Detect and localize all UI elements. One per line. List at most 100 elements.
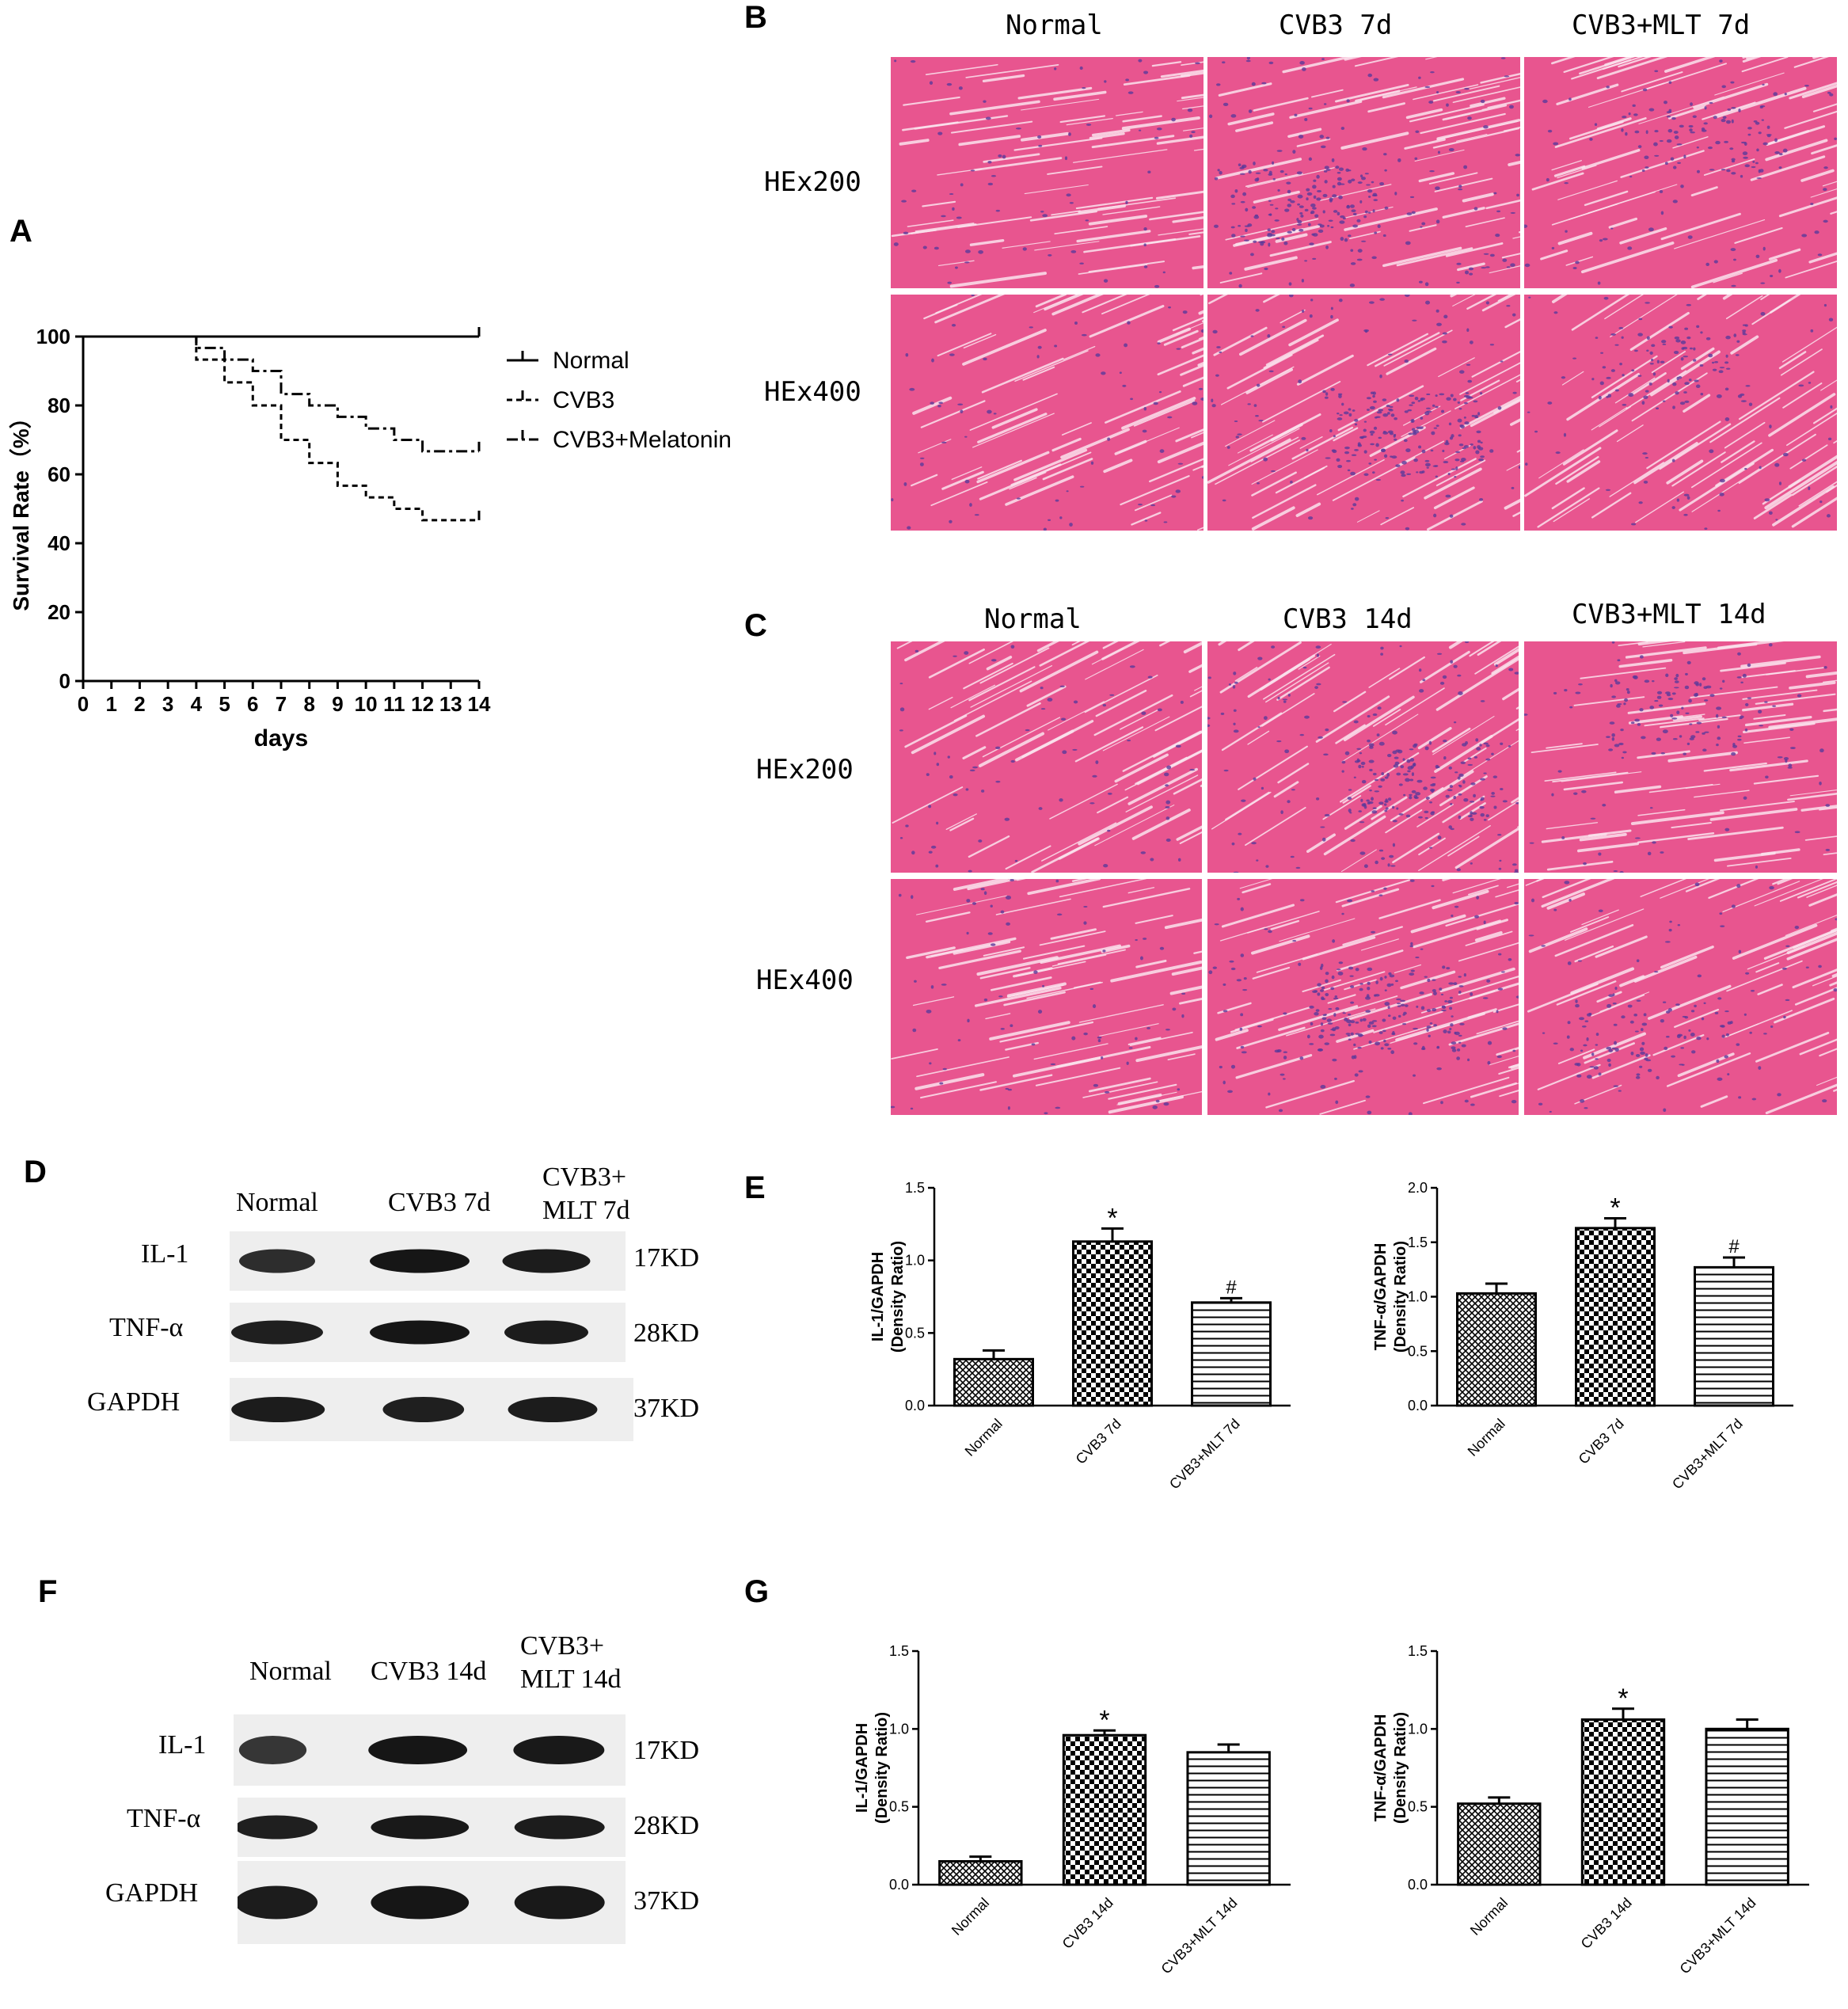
tissue-nucleus xyxy=(1165,1029,1170,1031)
tissue-nucleus xyxy=(1446,397,1451,401)
tissue-nucleus xyxy=(1337,464,1343,469)
tissue-nucleus xyxy=(1671,506,1675,509)
tissue-nucleus xyxy=(1367,196,1371,198)
tissue-nucleus xyxy=(1625,131,1628,136)
tissue-nucleus xyxy=(1362,1018,1367,1022)
tissue-nucleus xyxy=(1387,797,1392,801)
tissue-nucleus xyxy=(1107,437,1111,441)
tissue-nucleus xyxy=(1369,745,1374,749)
tissue-fiber-gap xyxy=(1474,930,1503,942)
tissue-nucleus xyxy=(1335,1006,1340,1010)
tissue-fiber-gap xyxy=(1552,295,1568,303)
tissue-nucleus xyxy=(1662,400,1666,402)
tissue-nucleus xyxy=(1626,691,1630,694)
tissue-fiber-gap xyxy=(1367,333,1429,367)
tissue-nucleus xyxy=(1327,225,1330,227)
tissue-nucleus xyxy=(1646,336,1650,341)
tissue-fiber-gap xyxy=(1445,242,1504,257)
tissue-nucleus xyxy=(1222,1080,1226,1085)
tissue-nucleus xyxy=(1429,847,1433,849)
tissue-nucleus xyxy=(1774,138,1778,143)
tissue-nucleus xyxy=(1506,266,1511,268)
tissue-fiber-gap xyxy=(1570,916,1610,933)
tissue-nucleus xyxy=(928,805,932,809)
tissue-nucleus xyxy=(1372,471,1375,474)
tissue-nucleus xyxy=(1457,1048,1461,1052)
tissue-nucleus xyxy=(1436,1046,1440,1049)
tissue-nucleus xyxy=(1641,401,1645,405)
tissue-nucleus xyxy=(1359,851,1366,855)
tissue-nucleus xyxy=(1553,691,1557,694)
blot-band xyxy=(368,1736,468,1764)
tissue-nucleus xyxy=(964,651,969,655)
tissue-fiber-gap xyxy=(1039,930,1106,946)
tissue-fiber-gap xyxy=(1055,1045,1151,1068)
tissue-nucleus xyxy=(1367,1024,1371,1028)
tissue-nucleus xyxy=(1231,203,1236,205)
tissue-nucleus xyxy=(1367,409,1370,411)
tissue-nucleus xyxy=(1328,1008,1333,1010)
tissue-nucleus xyxy=(1380,646,1384,650)
tissue-nucleus xyxy=(911,895,914,900)
tissue-nucleus xyxy=(1451,1015,1454,1018)
tissue-fiber-gap xyxy=(1179,997,1202,1005)
tissue-fiber-gap xyxy=(1772,485,1835,527)
tissue-nucleus xyxy=(1409,394,1415,398)
tissue-fiber-gap xyxy=(1801,84,1837,98)
tissue-nucleus xyxy=(1745,972,1750,975)
tissue-fiber-gap xyxy=(1051,954,1107,967)
tissue-nucleus xyxy=(1569,898,1572,902)
tissue-fiber-gap xyxy=(1633,955,1698,983)
tissue-nucleus xyxy=(926,1009,932,1014)
tissue-fiber-gap xyxy=(1554,923,1634,957)
tissue-nucleus xyxy=(1584,1020,1589,1022)
tissue-fiber-gap xyxy=(1458,942,1519,962)
tissue-fiber-gap xyxy=(1683,642,1758,655)
tissue-nucleus xyxy=(1157,342,1161,344)
blot-d-size-17: 17KD xyxy=(633,1243,700,1273)
tissue-nucleus xyxy=(1683,356,1689,358)
tissue-fiber-gap xyxy=(1563,57,1614,73)
tissue-nucleus xyxy=(1327,1022,1333,1025)
tissue-nucleus xyxy=(1614,1048,1619,1052)
tissue-nucleus xyxy=(1086,124,1092,126)
bar-ytick-label: 0.5 xyxy=(1408,1799,1428,1815)
tissue-nucleus xyxy=(1603,296,1609,300)
tissue-nucleus xyxy=(1719,367,1725,369)
tissue-nucleus xyxy=(1299,899,1305,902)
blot-band xyxy=(371,1885,470,1920)
tissue-fiber-gap xyxy=(1675,713,1705,719)
tissue-fiber-gap xyxy=(1581,909,1619,926)
tissue-fiber-gap xyxy=(1333,427,1359,442)
tissue-nucleus xyxy=(1129,665,1135,668)
tissue-nucleus xyxy=(910,1107,914,1110)
tissue-fiber-gap xyxy=(1552,771,1629,783)
tissue-nucleus xyxy=(1583,862,1587,866)
tissue-fiber-gap xyxy=(1727,858,1792,867)
tissue-nucleus xyxy=(1436,653,1443,655)
tissue-nucleus xyxy=(1774,151,1780,154)
tissue-nucleus xyxy=(1059,516,1063,519)
tissue-nucleus xyxy=(1606,86,1610,89)
tissue-nucleus xyxy=(1740,715,1744,719)
tissue-nucleus xyxy=(1139,956,1143,961)
tissue-nucleus xyxy=(1419,991,1424,995)
tissue-nucleus xyxy=(1371,890,1375,892)
tissue-fiber-gap xyxy=(1287,127,1322,139)
tissue-fiber-gap xyxy=(1742,57,1762,63)
tissue-fiber-gap xyxy=(1445,903,1519,927)
tissue-nucleus xyxy=(1050,1063,1056,1066)
tissue-fiber-gap xyxy=(1234,1006,1310,1031)
tissue-nucleus xyxy=(1672,166,1677,169)
histo-b-col-mlt: CVB3+MLT 7d xyxy=(1572,10,1751,41)
bar-y-label-2: (Density Ratio) xyxy=(873,1712,891,1824)
tissue-nucleus xyxy=(1306,188,1310,192)
tissue-nucleus xyxy=(1338,299,1343,302)
tissue-fiber-gap xyxy=(1265,334,1325,367)
tissue-nucleus xyxy=(1396,1003,1401,1005)
tissue-nucleus xyxy=(1385,807,1389,810)
tissue-nucleus xyxy=(1432,979,1436,981)
tissue-fiber-gap xyxy=(916,1056,1010,1078)
tissue-nucleus xyxy=(1469,272,1473,276)
tissue-nucleus xyxy=(1677,162,1681,164)
